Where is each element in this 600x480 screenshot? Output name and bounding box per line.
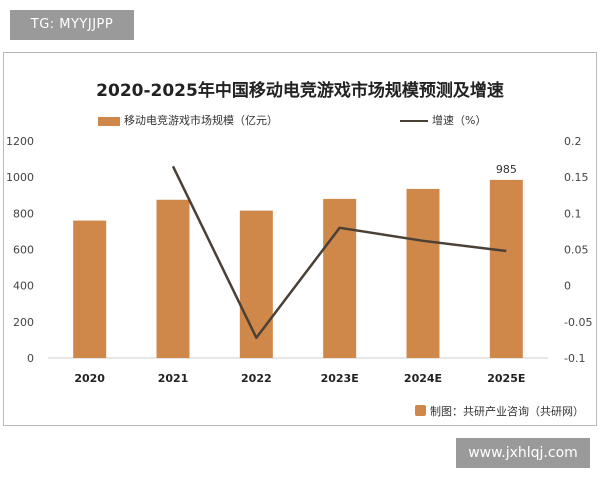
x-tick-label: 2025E <box>487 372 525 385</box>
x-tick-label: 2021 <box>158 372 189 385</box>
data-label: 985 <box>496 163 517 176</box>
y-right-tick-label: 0.1 <box>564 207 582 220</box>
legend-bar-label: 移动电竞游戏市场规模（亿元） <box>124 114 278 127</box>
y-left-tick-label: 1000 <box>6 171 34 184</box>
source-note: 制图：共研产业咨询（共研网） <box>415 403 584 419</box>
y-left-tick-label: 1200 <box>6 135 34 148</box>
y-right-tick-label: 0.05 <box>564 244 589 257</box>
x-tick-label: 2022 <box>241 372 272 385</box>
y-left-tick-label: 200 <box>13 316 34 329</box>
y-right-tick-label: 0.15 <box>564 171 589 184</box>
y-left-tick-label: 0 <box>27 352 34 365</box>
tg-badge: TG: MYYJJPP <box>10 10 134 40</box>
x-tick-label: 2023E <box>321 372 359 385</box>
bar <box>239 210 273 358</box>
y-right-tick-label: 0 <box>564 280 571 293</box>
y-left-tick-label: 600 <box>13 244 34 257</box>
y-right-tick-label: -0.1 <box>564 352 585 365</box>
legend-line-swatch <box>400 120 428 122</box>
chart-title: 2020-2025年中国移动电竞游戏市场规模预测及增速 <box>96 81 504 101</box>
bar <box>73 220 107 358</box>
y-left-tick-label: 400 <box>13 280 34 293</box>
y-left-tick-label: 800 <box>13 207 34 220</box>
legend-line-label: 增速（%） <box>432 114 487 127</box>
legend-bar: 移动电竞游戏市场规模（亿元） <box>98 112 278 128</box>
site-url-badge: www.jxhlqj.com <box>456 438 590 468</box>
source-logo-icon <box>415 405 426 416</box>
source-note-text: 制图：共研产业咨询（共研网） <box>430 405 584 418</box>
x-tick-label: 2020 <box>74 372 105 385</box>
legend-bar-swatch <box>98 116 120 126</box>
x-tick-label: 2024E <box>404 372 442 385</box>
bar <box>406 188 440 358</box>
legend-line: 增速（%） <box>400 112 486 128</box>
y-right-tick-label: -0.05 <box>564 316 592 329</box>
bar <box>323 198 357 358</box>
y-right-tick-label: 0.2 <box>564 135 582 148</box>
bar <box>156 199 190 358</box>
bar <box>489 179 523 358</box>
